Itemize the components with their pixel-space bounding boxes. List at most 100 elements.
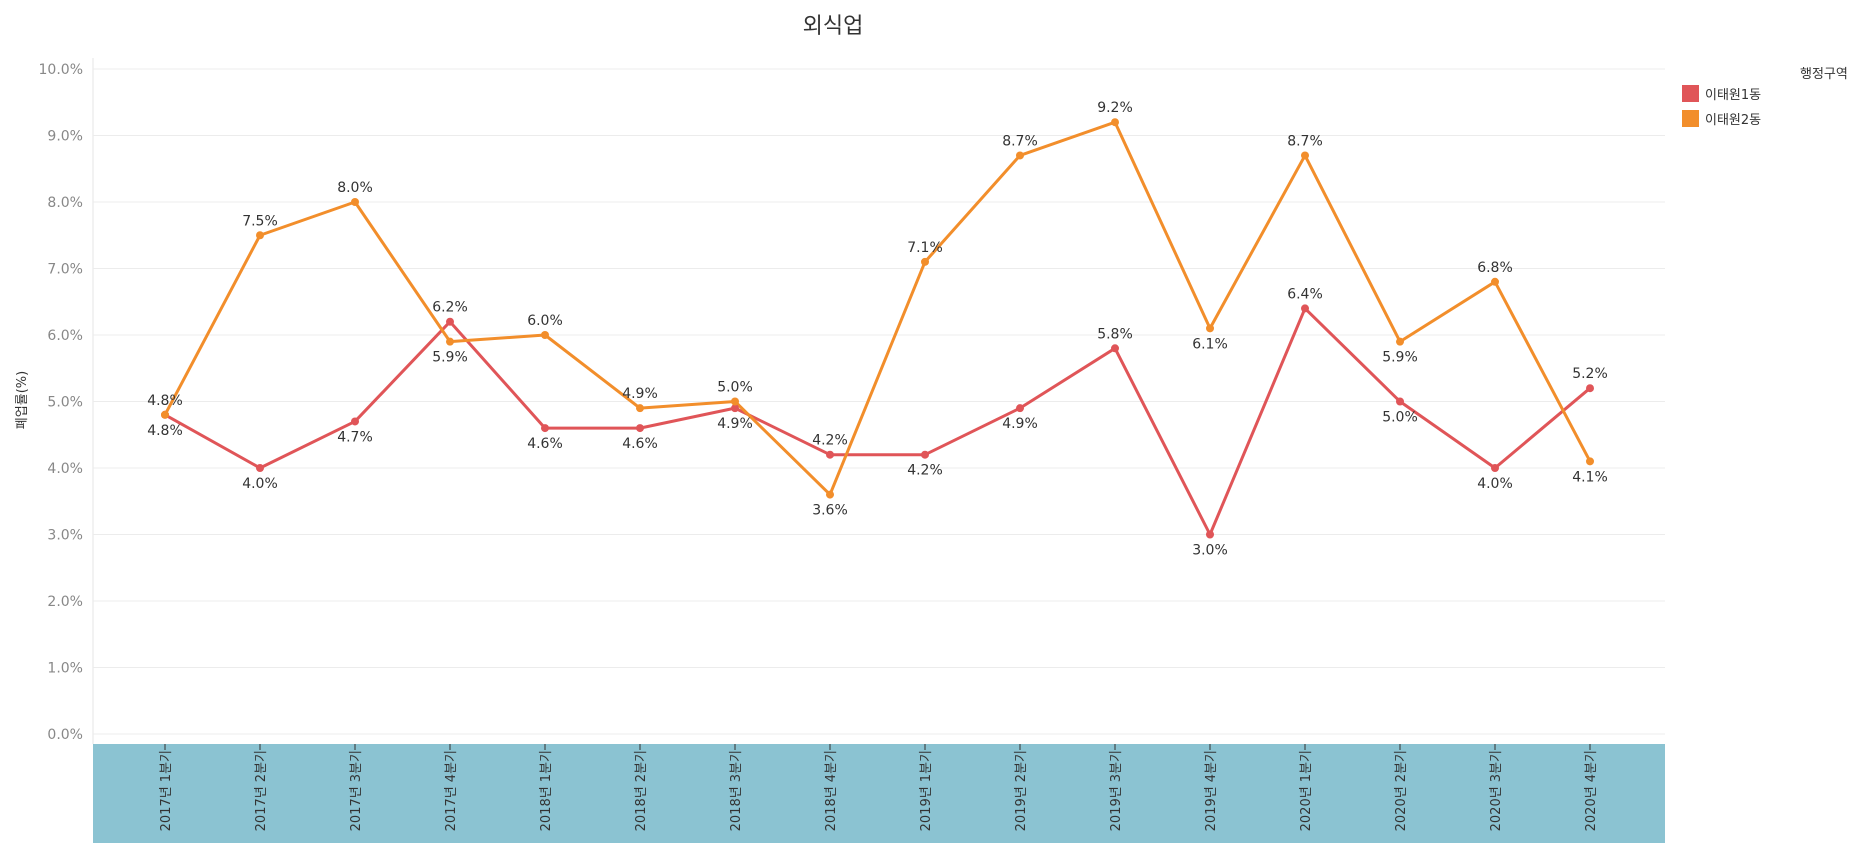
data-point[interactable] <box>1301 304 1309 312</box>
data-label: 3.6% <box>812 503 848 519</box>
x-tick-label: 2017년 1분기 <box>159 750 174 831</box>
data-label: 4.0% <box>242 476 278 492</box>
data-point[interactable] <box>636 404 644 412</box>
data-point[interactable] <box>826 451 834 459</box>
series-line-2[interactable] <box>165 122 1590 494</box>
data-point[interactable] <box>446 318 454 326</box>
data-point[interactable] <box>161 411 169 419</box>
y-tick-label: 2.0% <box>47 594 83 610</box>
x-tick-label: 2019년 3분기 <box>1109 750 1124 831</box>
y-tick-label: 10.0% <box>39 62 83 78</box>
x-axis-band <box>93 744 1665 843</box>
data-point[interactable] <box>351 417 359 425</box>
y-tick-label: 0.0% <box>47 727 83 743</box>
data-point[interactable] <box>1396 338 1404 346</box>
legend-item-series-2[interactable]: 이태원2동 <box>1682 109 1761 128</box>
data-label: 6.2% <box>432 300 468 316</box>
x-tick-label: 2020년 2분기 <box>1394 750 1409 831</box>
data-label: 7.5% <box>242 213 278 229</box>
data-point[interactable] <box>1586 384 1594 392</box>
data-point[interactable] <box>1111 118 1119 126</box>
legend-title: 행정구역 <box>1800 63 1848 82</box>
data-point[interactable] <box>256 231 264 239</box>
y-tick-label: 4.0% <box>47 461 83 477</box>
data-label: 5.2% <box>1572 366 1608 382</box>
data-point[interactable] <box>541 331 549 339</box>
data-point[interactable] <box>351 198 359 206</box>
legend-swatch <box>1682 85 1699 102</box>
legend-label: 이태원1동 <box>1705 84 1761 103</box>
data-point[interactable] <box>731 398 739 406</box>
x-tick-label: 2018년 1분기 <box>539 750 554 831</box>
data-point[interactable] <box>1206 531 1214 539</box>
x-tick-label: 2017년 4분기 <box>444 750 459 831</box>
data-label: 4.7% <box>337 429 373 445</box>
x-tick-label: 2019년 2분기 <box>1014 750 1029 831</box>
data-label: 4.9% <box>1002 416 1038 432</box>
x-tick-label: 2020년 1분기 <box>1299 750 1314 831</box>
data-label: 9.2% <box>1097 100 1133 116</box>
legend-swatch <box>1682 110 1699 127</box>
data-label: 8.0% <box>337 180 373 196</box>
data-point[interactable] <box>1016 404 1024 412</box>
data-point[interactable] <box>256 464 264 472</box>
y-tick-label: 7.0% <box>47 262 83 278</box>
data-label: 4.8% <box>147 393 183 409</box>
legend-label: 이태원2동 <box>1705 109 1761 128</box>
y-tick-label: 6.0% <box>47 328 83 344</box>
x-tick-label: 2017년 3분기 <box>349 750 364 831</box>
data-label: 5.8% <box>1097 326 1133 342</box>
data-point[interactable] <box>1206 324 1214 332</box>
data-point[interactable] <box>541 424 549 432</box>
x-tick-label: 2018년 2분기 <box>634 750 649 831</box>
legend-item-series-1[interactable]: 이태원1동 <box>1682 84 1761 103</box>
data-label: 5.9% <box>432 350 468 366</box>
data-point[interactable] <box>826 491 834 499</box>
series-line-1[interactable] <box>165 308 1590 534</box>
data-point[interactable] <box>921 451 929 459</box>
data-point[interactable] <box>1586 457 1594 465</box>
data-point[interactable] <box>1016 151 1024 159</box>
data-point[interactable] <box>1491 278 1499 286</box>
data-point[interactable] <box>921 258 929 266</box>
data-label: 4.6% <box>527 436 563 452</box>
data-label: 5.0% <box>1382 410 1418 426</box>
x-tick-label: 2019년 1분기 <box>919 750 934 831</box>
y-tick-label: 3.0% <box>47 528 83 544</box>
y-tick-label: 5.0% <box>47 395 83 411</box>
x-tick-label: 2019년 4분기 <box>1204 750 1219 831</box>
y-tick-label: 8.0% <box>47 195 83 211</box>
data-point[interactable] <box>1491 464 1499 472</box>
data-label: 5.0% <box>717 380 753 396</box>
data-label: 3.0% <box>1192 543 1228 559</box>
data-label: 4.9% <box>622 386 658 402</box>
data-label: 6.8% <box>1477 260 1513 276</box>
data-label: 4.0% <box>1477 476 1513 492</box>
data-label: 4.8% <box>147 423 183 439</box>
x-tick-label: 2018년 3분기 <box>729 750 744 831</box>
data-point[interactable] <box>1301 151 1309 159</box>
data-point[interactable] <box>1396 398 1404 406</box>
data-label: 4.1% <box>1572 469 1608 485</box>
data-label: 4.6% <box>622 436 658 452</box>
data-point[interactable] <box>446 338 454 346</box>
data-label: 6.0% <box>527 313 563 329</box>
data-label: 4.9% <box>717 416 753 432</box>
x-tick-label: 2017년 2분기 <box>254 750 269 831</box>
chart-title: 외식업 <box>803 14 864 39</box>
y-tick-label: 9.0% <box>47 129 83 145</box>
data-label: 8.7% <box>1002 133 1038 149</box>
x-tick-label: 2018년 4분기 <box>824 750 839 831</box>
data-label: 5.9% <box>1382 350 1418 366</box>
data-label: 8.7% <box>1287 133 1323 149</box>
plot-area: 0.0% 1.0% 2.0% 3.0% 4.0% 5.0% 6.0% 7.0% 8.0% 9.0%… <box>39 58 1665 843</box>
y-tick-label: 1.0% <box>47 661 83 677</box>
data-label: 4.2% <box>812 433 848 449</box>
data-point[interactable] <box>636 424 644 432</box>
data-point[interactable] <box>1111 344 1119 352</box>
data-label: 6.4% <box>1287 286 1323 302</box>
data-label: 7.1% <box>907 240 943 256</box>
x-tick-label: 2020년 3분기 <box>1489 750 1504 831</box>
